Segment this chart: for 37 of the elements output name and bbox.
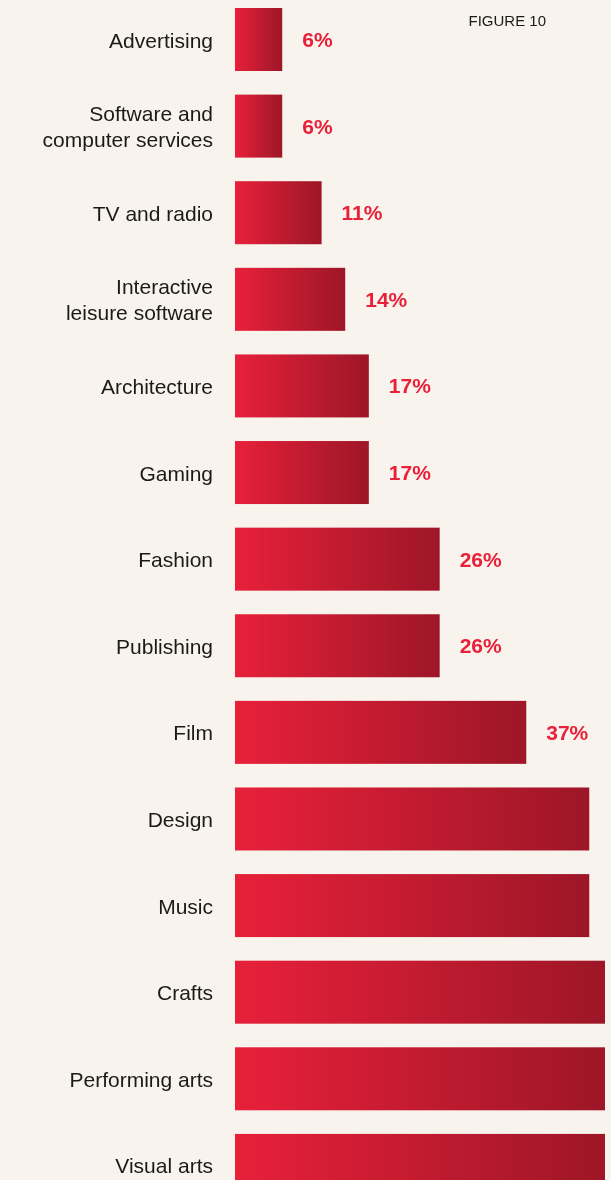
y-tick-label: Performing arts (69, 1067, 213, 1091)
y-tick-label: Film (173, 720, 213, 744)
y-tick-label: Advertising (109, 28, 213, 51)
bar (235, 8, 283, 71)
bar (235, 787, 590, 851)
bar (235, 267, 346, 331)
y-tick-label: Interactive leisure software (65, 274, 213, 324)
bar (235, 181, 322, 245)
y-tick-label: Fashion (138, 547, 213, 571)
bar (235, 441, 369, 505)
y-tick-label: Music (158, 894, 213, 918)
y-tick-label: Gaming (139, 461, 213, 485)
bar (235, 874, 590, 938)
y-tick-label: Crafts (156, 980, 213, 1004)
bar (235, 960, 605, 1024)
bar (235, 700, 527, 764)
data-label: 11% (341, 201, 383, 225)
data-label: 26% (459, 547, 503, 571)
y-tick-label: Software and computer services (42, 101, 213, 151)
bar (235, 94, 283, 158)
bar (235, 614, 440, 678)
data-label: 17% (388, 461, 432, 485)
data-label: 14% (365, 287, 408, 311)
bar (235, 354, 369, 418)
y-tick-label: Architecture (100, 374, 213, 398)
data-label: 17% (388, 374, 432, 398)
y-tick-label: Design (147, 807, 213, 831)
y-tick-label: TV and radio (92, 201, 213, 225)
y-tick-label: Visual arts (115, 1153, 213, 1177)
text: FIGURE 10 (468, 12, 546, 29)
data-label: 37% (546, 720, 589, 744)
data-label: 26% (459, 634, 503, 658)
data-label: 6% (302, 28, 333, 51)
data-label: 6% (302, 114, 333, 138)
bar (235, 527, 440, 591)
y-tick-label: Publishing (116, 634, 213, 658)
bar (235, 1047, 605, 1111)
